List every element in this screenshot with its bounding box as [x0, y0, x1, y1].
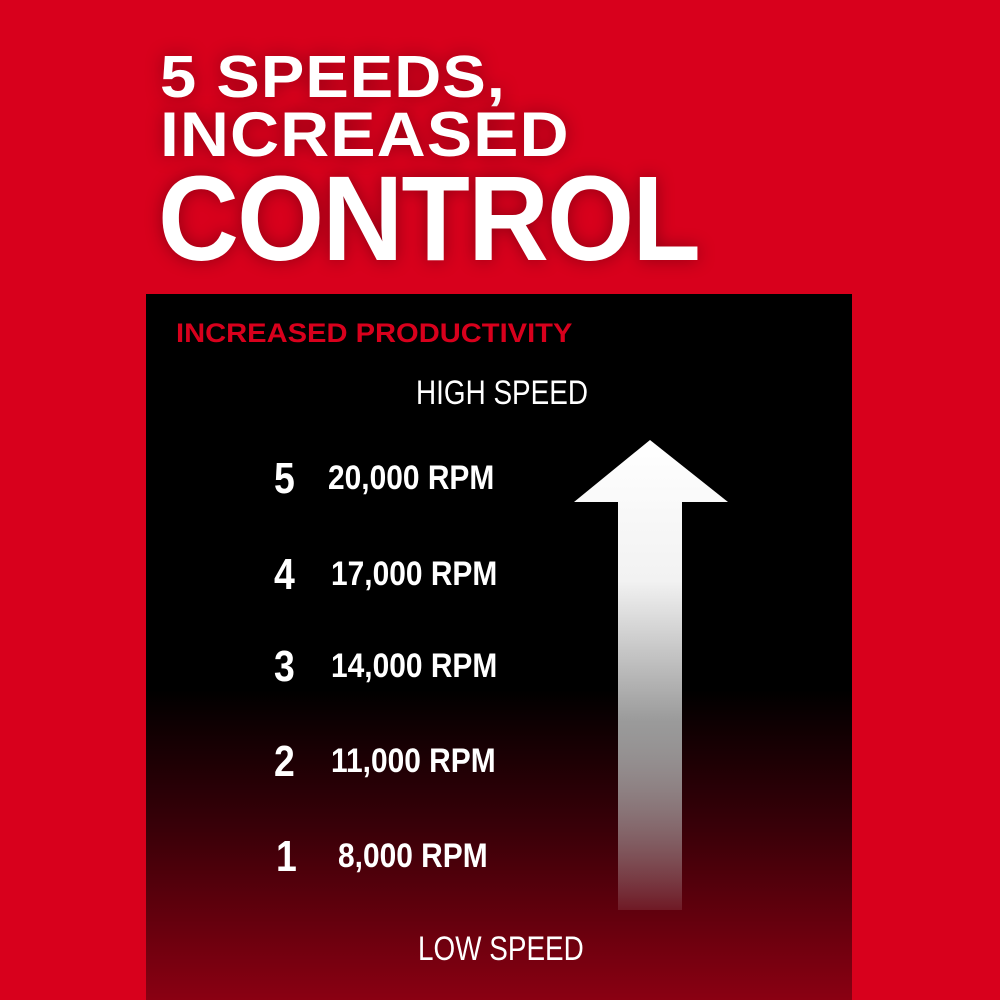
speed-rpm: 20,000 RPM — [328, 459, 495, 497]
headline-line-3: CONTROL — [158, 152, 701, 287]
headline-line-1: 5 SPEEDS, — [160, 44, 506, 111]
up-arrow-icon — [574, 440, 728, 910]
high-speed-label: HIGH SPEED — [416, 374, 588, 412]
speed-level: 3 — [274, 642, 295, 691]
speed-panel: INCREASED PRODUCTIVITY HIGH SPEED LOW SP… — [146, 294, 852, 1000]
panel-subtitle: INCREASED PRODUCTIVITY — [176, 318, 573, 348]
speed-rpm: 11,000 RPM — [331, 742, 496, 780]
speed-rpm: 17,000 RPM — [331, 555, 498, 593]
headline-line-2: INCREASED — [160, 98, 570, 170]
speed-level: 2 — [274, 737, 295, 786]
speed-rpm: 8,000 RPM — [338, 837, 488, 875]
speed-level: 4 — [274, 550, 295, 599]
speed-level: 1 — [276, 832, 297, 881]
low-speed-label: LOW SPEED — [418, 930, 584, 968]
speed-level: 5 — [274, 454, 295, 503]
speed-rpm: 14,000 RPM — [331, 647, 498, 685]
